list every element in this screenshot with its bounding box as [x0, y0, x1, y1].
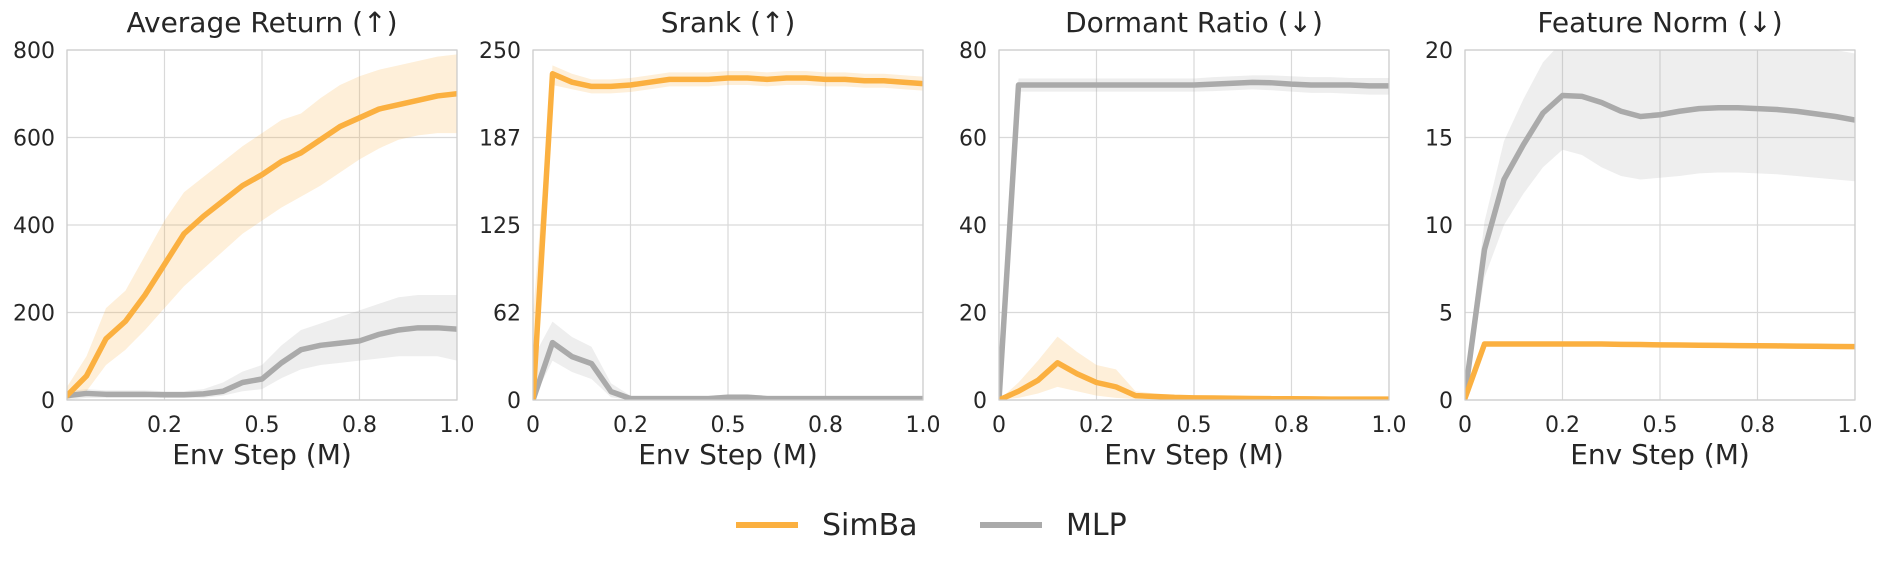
x-tick-label: 0 [992, 413, 1006, 438]
y-tick-label: 10 [1425, 214, 1453, 239]
x-tick-label: 0.5 [245, 413, 280, 438]
x-tick-label: 0 [1458, 413, 1472, 438]
x-tick-label: 0.2 [147, 413, 182, 438]
series-line-mlp [999, 79, 1389, 400]
y-tick-label: 0 [973, 389, 987, 414]
y-tick-label: 187 [479, 127, 521, 152]
y-tick-label: 0 [1439, 389, 1453, 414]
chart-title: Average Return (↑) [126, 6, 397, 39]
series-line-mlp [67, 325, 457, 399]
y-tick-label: 0 [41, 389, 55, 414]
x-tick-label: 0.8 [1740, 413, 1775, 438]
y-tick-label: 0 [507, 389, 521, 414]
chart-panel-3: 0 0.2 0.5 0.8 1.0 0 20 40 60 80 Dormant Ratio (↓) E… [959, 6, 1407, 471]
chart-panel-2: 0 0.2 0.5 0.8 1.0 0 62 125 187 250 Srank (↑) Env St… [479, 6, 941, 471]
chart-panel-4: 0 0.2 0.5 0.8 1.0 0 5 10 15 20 Feature Norm (↓) Env… [1425, 6, 1873, 471]
x-axis-label: Env Step (M) [1104, 438, 1284, 471]
series-line-mlp [533, 339, 923, 400]
x-tick-label: 1.0 [906, 413, 941, 438]
y-tick-label: 60 [959, 127, 987, 152]
x-tick-label: 1.0 [440, 413, 475, 438]
series-line-simba [999, 360, 1389, 400]
x-axis-label: Env Step (M) [1570, 438, 1750, 471]
x-tick-label: 0.8 [342, 413, 377, 438]
y-tick-label: 5 [1439, 302, 1453, 327]
x-tick-label: 0.5 [1643, 413, 1678, 438]
x-tick-label: 0.8 [808, 413, 843, 438]
legend-label-mlp: MLP [1066, 508, 1127, 543]
x-tick-label: 1.0 [1372, 413, 1407, 438]
plot-frame [532, 49, 924, 401]
x-tick-label: 0 [526, 413, 540, 438]
band-mlp [1465, 50, 1855, 400]
x-axis-label: Env Step (M) [172, 438, 352, 471]
y-tick-label: 20 [1425, 39, 1453, 64]
x-axis-label: Env Step (M) [638, 438, 818, 471]
x-tick-label: 0.2 [1545, 413, 1580, 438]
x-tick-label: 0.5 [1177, 413, 1212, 438]
x-tick-label: 0.2 [613, 413, 648, 438]
chart-title: Srank (↑) [661, 6, 796, 39]
band-mlp [67, 295, 457, 400]
legend: SimBa MLP [736, 508, 1127, 543]
band-simba [67, 54, 457, 400]
plot-frame [66, 49, 458, 401]
x-tick-label: 0.5 [711, 413, 746, 438]
x-tick-label: 1.0 [1838, 413, 1873, 438]
y-tick-label: 200 [13, 302, 55, 327]
chart-panel-1: 0 0.2 0.5 0.8 1.0 0 200 400 600 800 Average Return… [13, 6, 475, 471]
y-tick-label: 62 [493, 302, 521, 327]
y-tick-label: 125 [479, 214, 521, 239]
y-tick-label: 400 [13, 214, 55, 239]
series-line-simba [533, 71, 923, 400]
series-line-simba [67, 91, 457, 399]
y-tick-label: 80 [959, 39, 987, 64]
y-tick-label: 250 [479, 39, 521, 64]
plot-frame [1464, 49, 1856, 401]
y-tick-label: 800 [13, 39, 55, 64]
y-tick-label: 15 [1425, 127, 1453, 152]
series-line-simba [1465, 341, 1855, 400]
x-tick-label: 0.8 [1274, 413, 1309, 438]
y-tick-label: 40 [959, 214, 987, 239]
series-line-mlp [1465, 92, 1855, 398]
chart-title: Feature Norm (↓) [1537, 6, 1782, 39]
x-tick-label: 0 [60, 413, 74, 438]
y-tick-label: 20 [959, 302, 987, 327]
chart-title: Dormant Ratio (↓) [1065, 6, 1323, 39]
x-tick-label: 0.2 [1079, 413, 1114, 438]
y-tick-label: 600 [13, 127, 55, 152]
plot-frame [998, 49, 1390, 401]
legend-label-simba: SimBa [822, 508, 918, 543]
